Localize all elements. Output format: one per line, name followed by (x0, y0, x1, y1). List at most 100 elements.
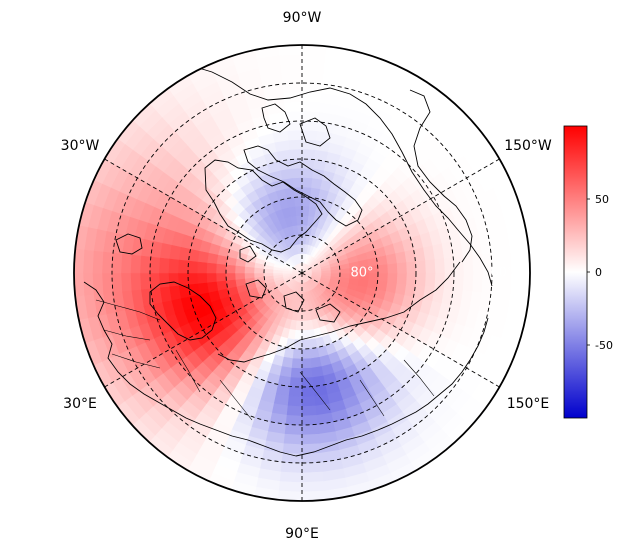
field-cell (206, 262, 218, 274)
field-cell (178, 259, 189, 274)
field-cell (159, 272, 171, 289)
field-cell (443, 256, 455, 274)
field-cell (291, 357, 303, 369)
field-cell (301, 215, 309, 227)
colorbar-tick-label: 50 (595, 193, 609, 206)
field-cell (301, 414, 319, 426)
coastline-north-america (191, 65, 493, 287)
field-cell (121, 272, 133, 293)
field-cell (301, 461, 324, 473)
coastline-alaska (409, 89, 473, 263)
field-cell (301, 187, 312, 198)
field-cell (281, 82, 303, 94)
field-cell (92, 250, 104, 274)
coastline-arctic-islands (239, 245, 341, 323)
field-cell (197, 272, 208, 285)
field-cell (293, 196, 303, 208)
field-cell (394, 282, 407, 296)
field-cell (111, 272, 123, 294)
field-cell (286, 130, 303, 142)
field-cell (301, 471, 325, 483)
field-cell (301, 54, 326, 66)
field-cell (301, 101, 321, 113)
field-cell (149, 256, 161, 274)
field-cell (288, 149, 303, 160)
latitude-circle (111, 82, 493, 464)
field-cell (278, 480, 303, 492)
field-cell (206, 272, 218, 284)
field-cell (396, 272, 407, 285)
field-cell (284, 111, 303, 123)
field-cell (140, 272, 152, 291)
lon-label-bottom: 90°E (285, 526, 319, 542)
field-cell (301, 177, 313, 189)
coastline-asia (295, 317, 489, 457)
field-cell (83, 249, 95, 274)
field-cell (462, 272, 474, 292)
coastline-europe (83, 281, 297, 457)
field-cell (301, 395, 317, 407)
coastline-scandinavia (149, 281, 217, 341)
field-cell (207, 252, 219, 265)
field-cell (433, 272, 445, 289)
field-cell (102, 272, 114, 295)
field-cell (280, 73, 303, 85)
field-cell (301, 480, 326, 492)
field-cell (301, 234, 307, 246)
meridian-line (104, 272, 303, 388)
field-cell (279, 63, 303, 75)
field-cell (225, 272, 237, 282)
field-cell (301, 404, 318, 416)
colorbar-gradient (563, 125, 588, 419)
field-cell (301, 225, 308, 236)
field-cell (471, 253, 483, 274)
field-cell (254, 267, 265, 274)
country-borders (95, 299, 435, 421)
field-cell (285, 120, 303, 132)
field-cell (197, 261, 208, 274)
field-cell (159, 257, 171, 274)
field-cell (286, 404, 303, 416)
field-cell (405, 260, 417, 274)
field-cell (377, 272, 388, 283)
field-cell (424, 272, 436, 288)
anomaly-field (74, 45, 530, 501)
field-cell (301, 92, 322, 104)
field-cell (283, 433, 303, 445)
field-cell (288, 386, 303, 397)
field-cell (102, 251, 114, 274)
field-cell (284, 423, 303, 435)
coastlines (83, 65, 493, 457)
lon-label-top: 90°W (283, 10, 322, 26)
lon-label-lower-left: 30°E (63, 396, 97, 412)
field-cell (294, 329, 303, 340)
field-cell (282, 442, 303, 454)
field-cell (111, 252, 123, 274)
coastline-greenland (204, 159, 323, 253)
field-cell (121, 253, 133, 274)
meridian-line (301, 272, 500, 388)
colorbar-tick-label: -50 (595, 339, 613, 352)
field-cell (301, 338, 311, 350)
field-cell (216, 263, 227, 274)
field-cell (290, 168, 303, 179)
field-cell (415, 272, 426, 287)
field-cell (301, 357, 313, 369)
field-cell (301, 149, 316, 160)
field-cell (309, 187, 321, 200)
field-cell (310, 178, 323, 190)
field-cell (329, 272, 341, 278)
field-cell (301, 63, 325, 75)
field-cell (433, 257, 445, 274)
field-cell (235, 265, 246, 274)
field-cell (385, 281, 397, 294)
latitude-circle (225, 196, 379, 350)
field-cell (197, 250, 210, 264)
meridian-line (301, 158, 500, 274)
field-cell (149, 272, 161, 290)
field-cell (168, 258, 180, 274)
field-cell (289, 376, 303, 388)
lon-label-upper-right: 150°W (504, 138, 552, 154)
field-cell (386, 262, 398, 274)
